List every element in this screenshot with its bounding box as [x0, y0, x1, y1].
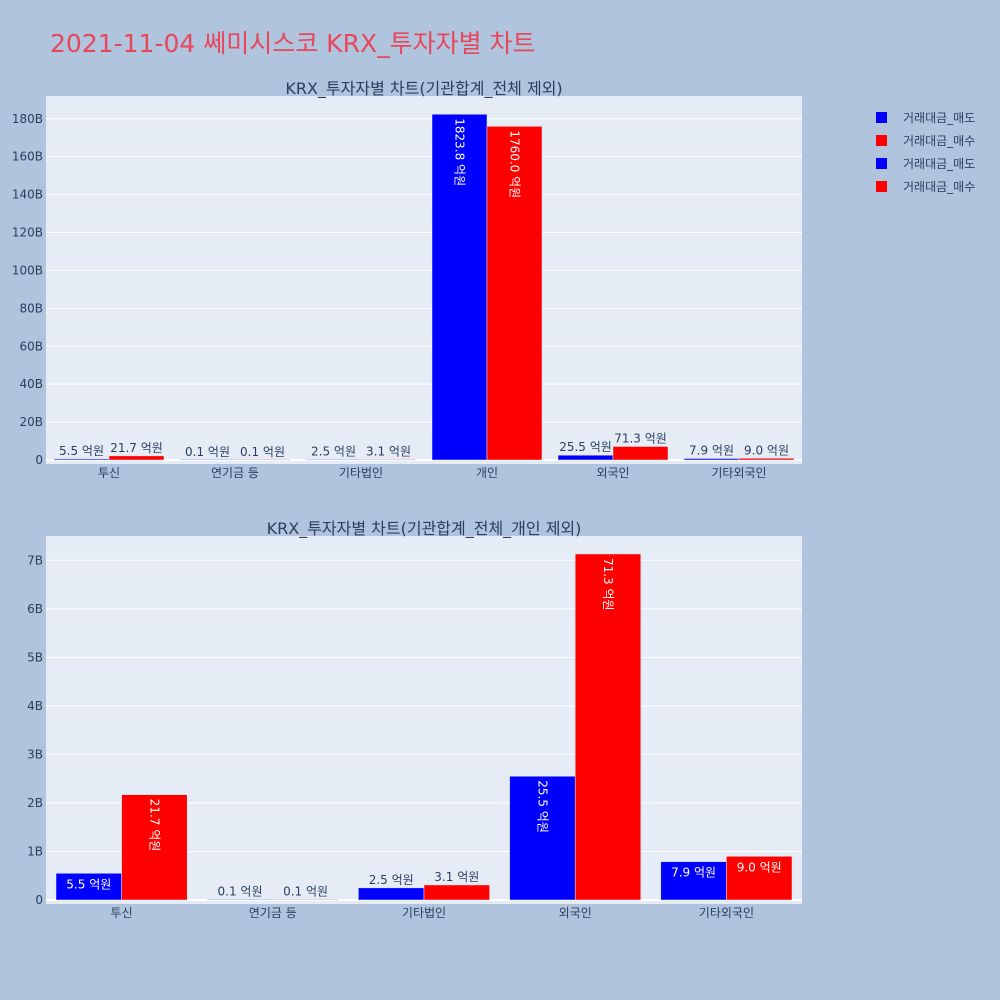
chart-title: KRX_투자자별 차트(기관합계_전체_개인 제외) — [267, 519, 582, 539]
data-label: 7.9 억원 — [689, 444, 734, 458]
data-label: 71.3 억원 — [614, 431, 667, 445]
y-tick-label: 60B — [19, 339, 43, 353]
legend-label: 거래대금_매도 — [903, 157, 976, 171]
bar-buy — [108, 455, 165, 461]
y-tick-label: 80B — [19, 301, 43, 315]
bar-buy — [423, 884, 490, 901]
data-label: 9.0 억원 — [737, 860, 782, 874]
x-tick-label: 개인 — [476, 466, 498, 480]
data-label: 21.7 억원 — [110, 441, 163, 455]
y-tick-label: 160B — [12, 150, 43, 164]
bar-sell — [53, 458, 110, 461]
y-tick-label: 2B — [27, 796, 43, 810]
x-tick-label: 기타외국인 — [699, 906, 754, 920]
data-label: 0.1 억원 — [283, 885, 328, 899]
data-label: 5.5 억원 — [59, 444, 104, 458]
bar-sell — [431, 113, 488, 461]
data-label: 2.5 억원 — [311, 445, 356, 459]
legend-label: 거래대금_매도 — [903, 111, 976, 125]
legend[interactable]: 거래대금_매도 거래대금_매수 거래대금_매도 거래대금_매수 — [876, 106, 975, 198]
y-tick-label: 0 — [35, 893, 43, 907]
y-tick-label: 3B — [27, 747, 43, 761]
bar-sell — [557, 454, 614, 461]
x-tick-label: 연기금 등 — [211, 466, 259, 480]
bar-buy — [726, 856, 793, 901]
legend-item-sell-1[interactable]: 거래대금_매도 — [876, 106, 975, 129]
y-tick-label: 180B — [12, 112, 43, 126]
y-tick-label: 120B — [12, 226, 43, 240]
bar-sell — [55, 873, 122, 901]
bar-sell — [179, 459, 236, 461]
legend-swatch-buy — [876, 135, 887, 146]
legend-swatch-sell — [876, 112, 887, 123]
chart-title: KRX_투자자별 차트(기관합계_전체 제외) — [285, 79, 562, 99]
chart-panel-2: KRX_투자자별 차트(기관합계_전체_개인 제외) 0 1B 2B 3B 4B 5B 6B 7… — [27, 519, 802, 920]
bar-buy — [486, 126, 543, 461]
data-label: 3.1 억원 — [366, 444, 411, 458]
bar-sell — [660, 861, 727, 901]
x-tick-label: 외국인 — [559, 906, 592, 920]
x-tick-label: 외국인 — [596, 466, 629, 480]
data-label: 21.7 억원 — [147, 799, 161, 852]
bar-sell — [206, 899, 274, 901]
y-tick-label: 40B — [19, 377, 43, 391]
x-tick-label: 기타법인 — [339, 466, 383, 480]
bar-sell — [305, 459, 362, 461]
y-tick-label: 100B — [12, 263, 43, 277]
data-label: 1760.0 억원 — [508, 130, 522, 198]
legend-label: 거래대금_매수 — [903, 180, 976, 194]
data-label: 1823.8 억원 — [453, 118, 467, 186]
bar-buy — [360, 459, 417, 461]
y-tick-label: 20B — [19, 415, 43, 429]
data-label: 71.3 억원 — [601, 558, 615, 611]
y-tick-label: 0 — [35, 453, 43, 467]
legend-item-sell-2[interactable]: 거래대금_매도 — [876, 152, 975, 175]
y-tick-label: 4B — [27, 699, 43, 713]
data-label: 7.9 억원 — [671, 866, 716, 880]
plot-area — [46, 96, 802, 464]
bar-sell — [358, 887, 425, 901]
data-label: 2.5 억원 — [369, 873, 414, 887]
bar-buy — [121, 794, 188, 901]
x-tick-label: 투신 — [98, 466, 120, 480]
y-tick-label: 1B — [27, 844, 43, 858]
legend-label: 거래대금_매수 — [903, 134, 976, 148]
data-label: 3.1 억원 — [434, 870, 479, 884]
legend-item-buy-2[interactable]: 거래대금_매수 — [876, 175, 975, 198]
x-tick-label: 투신 — [111, 906, 133, 920]
x-tick-label: 기타외국인 — [711, 466, 766, 480]
legend-swatch-sell — [876, 158, 887, 169]
x-tick-label: 연기금 등 — [249, 906, 297, 920]
y-tick-label: 6B — [27, 602, 43, 616]
y-tick-label: 140B — [12, 188, 43, 202]
y-tick-label: 5B — [27, 650, 43, 664]
bar-buy — [612, 446, 669, 461]
bar-buy — [272, 899, 339, 901]
data-label: 0.1 억원 — [218, 885, 263, 899]
bar-sell — [683, 458, 740, 461]
bar-buy — [234, 459, 291, 461]
y-tick-label: 7B — [27, 553, 43, 567]
page-title: 2021-11-04 쎄미시스코 KRX_투자자별 차트 — [50, 29, 536, 58]
bar-buy — [738, 458, 795, 461]
legend-item-buy-1[interactable]: 거래대금_매수 — [876, 129, 975, 152]
data-label: 0.1 억원 — [185, 445, 230, 459]
legend-swatch-buy — [876, 181, 887, 192]
x-tick-label: 기타법인 — [402, 906, 446, 920]
data-label: 25.5 억원 — [559, 440, 612, 454]
data-label: 0.1 억원 — [240, 445, 285, 459]
data-label: 25.5 억원 — [535, 780, 549, 833]
data-label: 9.0 억원 — [744, 443, 789, 457]
data-label: 5.5 억원 — [66, 877, 111, 891]
chart-panel-1: KRX_투자자별 차트(기관합계_전체 제외) 0 20B 40B 60B 80B 100B… — [12, 79, 802, 480]
bar-buy — [574, 553, 642, 901]
